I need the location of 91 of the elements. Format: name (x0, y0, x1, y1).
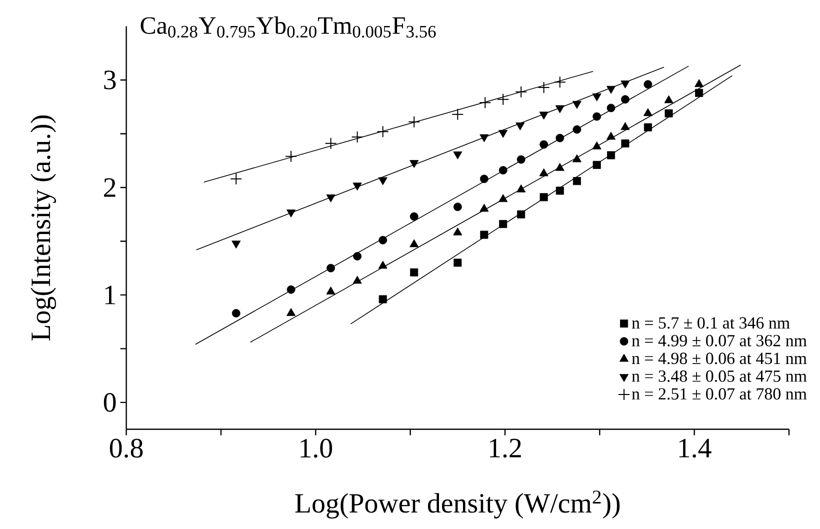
point (592, 160, 601, 169)
point (376, 126, 389, 138)
point (286, 285, 296, 294)
point (572, 177, 581, 186)
y-tick-label: 2 (104, 178, 116, 197)
point (453, 151, 462, 160)
legend-label: n = 2.51 ± 0.07 at 780 nm (632, 388, 807, 400)
legend-label: n = 5.7 ± 0.1 at 346 nm (632, 317, 790, 329)
point (378, 177, 388, 186)
point (326, 194, 336, 202)
point (410, 239, 419, 248)
point (620, 80, 630, 88)
point (694, 79, 704, 88)
point (453, 227, 462, 236)
point (540, 193, 548, 202)
y-axis-title: Log(Intensity (a.u.)) (30, 116, 56, 340)
y-tick-label: 1 (105, 286, 116, 304)
point (232, 309, 240, 318)
point (556, 186, 564, 195)
point (540, 140, 548, 149)
point (538, 82, 550, 94)
y-tick-label: 3 (104, 70, 116, 90)
x-tick-label: 0.8 (110, 438, 143, 458)
point (326, 286, 336, 294)
point (480, 230, 488, 239)
point (286, 308, 296, 316)
point (606, 86, 616, 94)
point (497, 93, 510, 106)
point (592, 93, 602, 102)
point (539, 112, 548, 120)
point (479, 96, 492, 109)
legend-label: n = 4.98 ± 0.06 at 451 nm (632, 352, 807, 364)
point (516, 122, 525, 130)
point (454, 258, 462, 267)
point (606, 132, 616, 140)
point (410, 212, 418, 221)
point (644, 123, 652, 132)
x-axis-title: Log(Power density (W/cm$^{2}$)) (295, 490, 620, 519)
point (606, 104, 616, 112)
point (353, 252, 362, 260)
legend-label: n = 4.99 ± 0.07 at 362 nm (632, 334, 807, 346)
point (607, 151, 616, 160)
point (515, 86, 528, 98)
point (352, 276, 362, 284)
x-tick-label: 1.0 (300, 438, 332, 458)
point (695, 88, 704, 97)
point (498, 130, 508, 138)
point (516, 155, 526, 164)
point (572, 100, 582, 109)
point (592, 141, 602, 150)
point (539, 168, 548, 176)
point (516, 184, 526, 192)
point (498, 166, 508, 174)
point (621, 95, 630, 104)
point (378, 295, 387, 304)
point (621, 139, 630, 148)
x-tick-label: 1.2 (490, 438, 521, 458)
point (555, 162, 564, 171)
point (230, 172, 242, 185)
point (555, 105, 564, 114)
point (556, 134, 564, 142)
legend-label: n = 3.48 ± 0.05 at 475 nm (632, 370, 807, 382)
x-tick-label: 1.4 (679, 438, 712, 458)
point (326, 264, 335, 272)
point (453, 202, 462, 212)
y-tick-label: 0 (104, 393, 116, 412)
point (378, 260, 388, 269)
point (498, 194, 508, 202)
point (480, 174, 488, 184)
point (452, 108, 464, 120)
point (499, 220, 508, 228)
point (643, 108, 652, 116)
point (408, 116, 420, 128)
point (517, 210, 526, 218)
chart-title: Ca$_{0.28}$Y$_{0.795}$Yb$_{0.20}$Tm$_{0.005}$F$_{3.56}$ (140, 16, 436, 38)
point (410, 268, 418, 276)
point (592, 112, 602, 121)
point (480, 204, 489, 212)
point (324, 137, 337, 150)
point (664, 95, 674, 104)
point (554, 76, 566, 88)
point (664, 109, 673, 118)
point (351, 130, 364, 143)
point (644, 80, 652, 89)
point (480, 134, 489, 142)
point (572, 154, 582, 162)
point (572, 125, 582, 134)
point (378, 236, 388, 244)
point (620, 122, 630, 130)
point (285, 150, 298, 162)
point (410, 160, 419, 168)
